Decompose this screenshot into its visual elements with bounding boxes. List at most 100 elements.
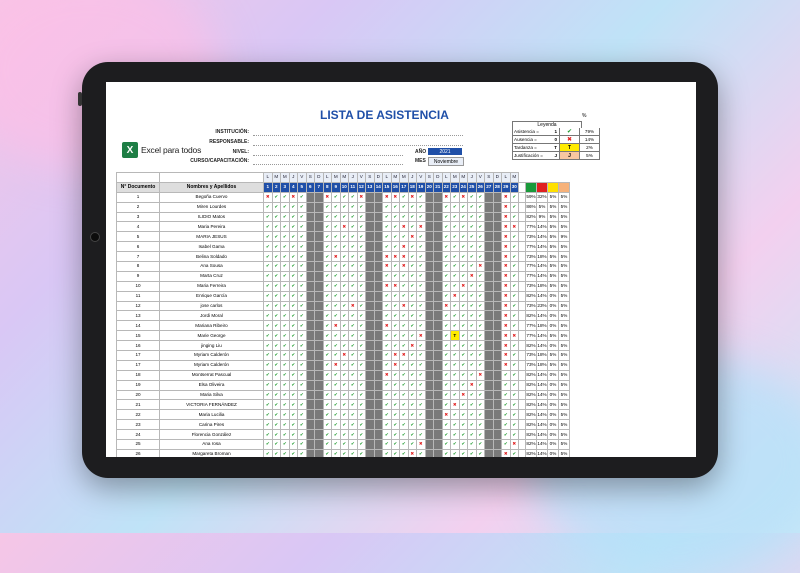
- attendance-cell[interactable]: ✔: [416, 310, 426, 322]
- attendance-cell[interactable]: ✔: [390, 330, 400, 342]
- attendance-cell[interactable]: ✔: [475, 439, 485, 450]
- attendance-cell[interactable]: ✔: [288, 419, 298, 431]
- attendance-cell[interactable]: ✔: [288, 211, 298, 223]
- day-number[interactable]: 18: [407, 181, 417, 193]
- attendance-cell[interactable]: ✔: [458, 340, 468, 352]
- attendance-cell[interactable]: ✔: [280, 429, 290, 441]
- student-name[interactable]: Florencia González: [159, 429, 264, 441]
- attendance-cell[interactable]: ✖: [322, 191, 332, 203]
- attendance-cell[interactable]: ✔: [280, 251, 290, 263]
- attendance-cell[interactable]: ✔: [475, 231, 485, 243]
- attendance-cell[interactable]: ✔: [382, 290, 392, 302]
- attendance-cell[interactable]: ✔: [331, 270, 341, 282]
- attendance-cell[interactable]: ✔: [416, 369, 426, 381]
- attendance-cell[interactable]: ✔: [297, 290, 307, 302]
- attendance-cell[interactable]: ✔: [348, 409, 358, 421]
- attendance-cell[interactable]: ✔: [356, 241, 366, 253]
- attendance-cell[interactable]: ✔: [348, 359, 358, 371]
- attendance-cell[interactable]: ✔: [450, 280, 460, 292]
- attendance-cell[interactable]: ✔: [450, 251, 460, 263]
- attendance-cell[interactable]: ✔: [331, 300, 341, 312]
- attendance-cell[interactable]: ✔: [356, 270, 366, 282]
- attendance-cell[interactable]: ✔: [390, 221, 400, 233]
- attendance-cell[interactable]: ✔: [288, 359, 298, 371]
- attendance-cell[interactable]: ✔: [263, 448, 273, 457]
- attendance-cell[interactable]: ✔: [331, 369, 341, 381]
- attendance-cell[interactable]: ✔: [475, 429, 485, 441]
- attendance-cell[interactable]: ✔: [263, 340, 273, 352]
- attendance-cell[interactable]: ✖: [501, 310, 511, 322]
- attendance-cell[interactable]: ✔: [416, 409, 426, 421]
- attendance-cell[interactable]: ✖: [501, 251, 511, 263]
- attendance-cell[interactable]: ✖: [399, 221, 409, 233]
- attendance-cell[interactable]: ✔: [339, 399, 349, 411]
- attendance-cell[interactable]: ✔: [288, 409, 298, 421]
- attendance-cell[interactable]: ✔: [475, 379, 485, 391]
- attendance-cell[interactable]: ✔: [322, 350, 332, 361]
- day-number[interactable]: 23: [450, 181, 460, 193]
- attendance-cell[interactable]: ✔: [288, 389, 298, 401]
- attendance-cell[interactable]: ✔: [450, 409, 460, 421]
- attendance-cell[interactable]: ✔: [467, 261, 477, 272]
- attendance-cell[interactable]: ✔: [399, 310, 409, 322]
- attendance-cell[interactable]: ✔: [271, 300, 281, 312]
- attendance-cell[interactable]: ✔: [390, 379, 400, 391]
- attendance-cell[interactable]: ✔: [280, 221, 290, 233]
- attendance-cell[interactable]: ✔: [271, 419, 281, 431]
- attendance-cell[interactable]: ✔: [331, 389, 341, 401]
- day-number[interactable]: 10: [339, 181, 349, 193]
- attendance-cell[interactable]: ✔: [390, 369, 400, 381]
- attendance-cell[interactable]: ✔: [263, 419, 273, 431]
- attendance-cell[interactable]: ✔: [288, 201, 298, 213]
- attendance-cell[interactable]: ✔: [271, 280, 281, 292]
- attendance-cell[interactable]: ✔: [263, 399, 273, 411]
- student-name[interactable]: ILIDIO Matos: [159, 211, 264, 223]
- attendance-cell[interactable]: ✔: [407, 290, 417, 302]
- attendance-cell[interactable]: ✔: [441, 448, 451, 457]
- day-number[interactable]: 17: [399, 181, 409, 193]
- attendance-cell[interactable]: ✖: [501, 191, 511, 203]
- day-number[interactable]: 21: [433, 181, 443, 193]
- attendance-cell[interactable]: ✔: [475, 399, 485, 411]
- attendance-cell[interactable]: ✖: [407, 231, 417, 243]
- attendance-cell[interactable]: ✔: [501, 389, 511, 401]
- attendance-cell[interactable]: ✔: [263, 290, 273, 302]
- attendance-cell[interactable]: ✔: [297, 241, 307, 253]
- attendance-cell[interactable]: ✔: [263, 231, 273, 243]
- attendance-cell[interactable]: ✖: [390, 191, 400, 203]
- attendance-cell[interactable]: ✔: [271, 379, 281, 391]
- attendance-cell[interactable]: ✔: [407, 221, 417, 233]
- attendance-cell[interactable]: ✔: [263, 201, 273, 213]
- attendance-cell[interactable]: ✔: [458, 251, 468, 263]
- attendance-cell[interactable]: ✖: [501, 330, 511, 342]
- attendance-cell[interactable]: ✖: [399, 261, 409, 272]
- attendance-cell[interactable]: ✔: [399, 399, 409, 411]
- attendance-cell[interactable]: ✖: [390, 280, 400, 292]
- attendance-cell[interactable]: ✖: [382, 280, 392, 292]
- attendance-cell[interactable]: ✔: [501, 399, 511, 411]
- attendance-cell[interactable]: ✔: [509, 280, 519, 292]
- attendance-cell[interactable]: ✔: [416, 201, 426, 213]
- attendance-cell[interactable]: ✔: [416, 340, 426, 352]
- attendance-cell[interactable]: ✔: [356, 448, 366, 457]
- attendance-cell[interactable]: ✔: [348, 439, 358, 450]
- attendance-cell[interactable]: ✔: [288, 429, 298, 441]
- attendance-cell[interactable]: ✔: [280, 359, 290, 371]
- attendance-cell[interactable]: ✔: [331, 310, 341, 322]
- student-name[interactable]: Belina Soldado: [159, 251, 264, 263]
- day-number[interactable]: 1: [263, 181, 273, 193]
- attendance-cell[interactable]: ✖: [501, 201, 511, 213]
- attendance-cell[interactable]: ✔: [297, 330, 307, 342]
- attendance-cell[interactable]: ✖: [382, 369, 392, 381]
- attendance-cell[interactable]: ✔: [348, 340, 358, 352]
- attendance-cell[interactable]: ✔: [271, 448, 281, 457]
- attendance-cell[interactable]: ✔: [356, 231, 366, 243]
- attendance-cell[interactable]: ✔: [450, 261, 460, 272]
- attendance-cell[interactable]: ✔: [297, 439, 307, 450]
- attendance-cell[interactable]: ✔: [509, 369, 519, 381]
- attendance-cell[interactable]: ✔: [399, 211, 409, 223]
- attendance-cell[interactable]: ✔: [322, 340, 332, 352]
- attendance-cell[interactable]: ✔: [356, 429, 366, 441]
- attendance-cell[interactable]: ✖: [382, 191, 392, 203]
- attendance-cell[interactable]: ✔: [509, 270, 519, 282]
